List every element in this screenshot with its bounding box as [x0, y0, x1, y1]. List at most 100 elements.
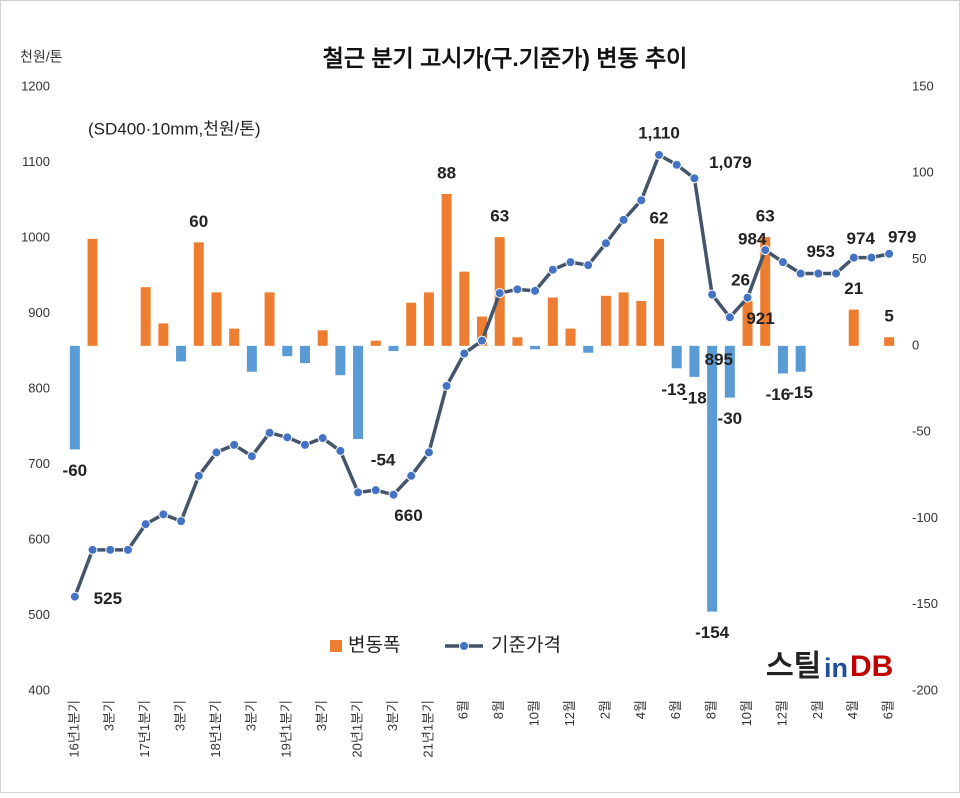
bar	[229, 328, 240, 346]
x-tick-label: 6월	[668, 700, 683, 719]
y-tick-label: 800	[28, 380, 50, 395]
line-marker	[158, 509, 169, 520]
line-data-label: 1,079	[709, 153, 752, 172]
bar	[69, 345, 80, 450]
bar	[671, 345, 682, 369]
x-tick-label: 8월	[704, 700, 719, 719]
x-tick-label: 16년1분기	[66, 700, 81, 758]
bar	[547, 297, 558, 346]
bar	[530, 345, 541, 350]
y2-tick-label: 100	[912, 165, 934, 180]
line-marker	[441, 380, 452, 391]
legend-label: 변동폭	[348, 634, 400, 656]
line-marker	[848, 252, 859, 263]
x-tick-label: 3분기	[385, 700, 400, 731]
line-marker	[370, 485, 381, 496]
line-data-label: 921	[746, 309, 774, 328]
line-marker	[264, 427, 275, 438]
bar	[707, 345, 718, 612]
line-marker	[724, 312, 735, 323]
line-marker	[777, 257, 788, 268]
y2-tick-label: -100	[912, 510, 938, 525]
y-tick-label: 1000	[21, 229, 50, 244]
line-marker	[423, 447, 434, 458]
x-tick-label: 20년1분기	[350, 700, 365, 758]
x-tick-label: 17년1분기	[137, 700, 152, 758]
bar	[264, 292, 275, 346]
line-marker	[122, 544, 133, 555]
bar-data-label: -18	[682, 388, 707, 407]
line-marker	[69, 591, 80, 602]
legend-marker	[459, 641, 469, 651]
bar	[299, 345, 310, 364]
x-tick-label: 4월	[845, 700, 860, 719]
line-marker	[795, 268, 806, 279]
x-tick-label: 4월	[633, 700, 648, 719]
line-marker	[530, 285, 541, 296]
line-marker	[388, 489, 399, 500]
x-tick-label: 3분기	[243, 700, 258, 731]
line-marker	[211, 447, 222, 458]
legend-label: 기준가격	[491, 634, 561, 656]
bar	[636, 300, 647, 346]
line-data-label: 953	[806, 242, 834, 261]
bar	[777, 345, 788, 374]
bar-data-label: -16	[766, 385, 791, 404]
bar	[441, 193, 452, 346]
subtitle: (SD400·10mm,천원/톤)	[88, 119, 261, 138]
line-data-label: 525	[94, 589, 122, 608]
line-marker	[600, 238, 611, 249]
y2-tick-label: 0	[912, 337, 919, 352]
bar-data-label: 63	[756, 207, 775, 226]
x-tick-label: 12월	[774, 700, 789, 726]
logo: 스틸 in DB	[766, 650, 893, 683]
bar-data-label: 26	[731, 270, 750, 289]
bar	[158, 323, 169, 346]
bar-data-label: -154	[695, 623, 730, 642]
line-marker	[317, 433, 328, 444]
bar-data-label: 88	[437, 163, 456, 182]
bar	[335, 345, 346, 376]
y2-tick-label: 150	[912, 78, 934, 93]
y2-tick-label: -150	[912, 596, 938, 611]
logo-part: in	[824, 653, 848, 683]
x-tick-label: 2월	[810, 700, 825, 719]
bar-data-label: 21	[844, 279, 863, 298]
y2-tick-label: -50	[912, 424, 931, 439]
line-data-label: 1,110	[638, 123, 680, 142]
bar-data-label: 62	[650, 208, 669, 227]
x-tick-label: 18년1분기	[208, 700, 223, 758]
x-tick-label: 6월	[456, 700, 471, 719]
line-marker	[636, 195, 647, 206]
line-marker	[742, 292, 753, 303]
line-data-label: 895	[705, 350, 733, 369]
line-marker	[707, 289, 718, 300]
x-tick-label: 6월	[881, 700, 896, 719]
line-data-label: 974	[847, 229, 876, 248]
line-marker	[406, 470, 417, 481]
bar	[282, 345, 293, 357]
line-data-label: 984	[738, 230, 767, 249]
line-marker	[105, 544, 116, 555]
line-marker	[353, 487, 364, 498]
x-tick-label: 10월	[739, 700, 754, 726]
bar	[388, 345, 399, 352]
line-marker	[618, 214, 629, 225]
bar	[477, 316, 487, 346]
legend-swatch	[330, 640, 342, 652]
x-tick-label: 21년1분기	[420, 700, 435, 758]
bar	[140, 287, 151, 346]
line-marker	[884, 248, 895, 259]
line-marker	[335, 445, 346, 456]
x-tick-label: 3분기	[102, 700, 117, 731]
bar	[87, 238, 98, 346]
line-marker	[282, 432, 293, 443]
line-marker	[176, 516, 187, 527]
bar	[317, 330, 328, 346]
line-marker	[547, 264, 558, 275]
bar	[760, 237, 771, 346]
bar	[370, 340, 381, 346]
bar	[618, 292, 629, 346]
line-marker	[87, 544, 98, 555]
